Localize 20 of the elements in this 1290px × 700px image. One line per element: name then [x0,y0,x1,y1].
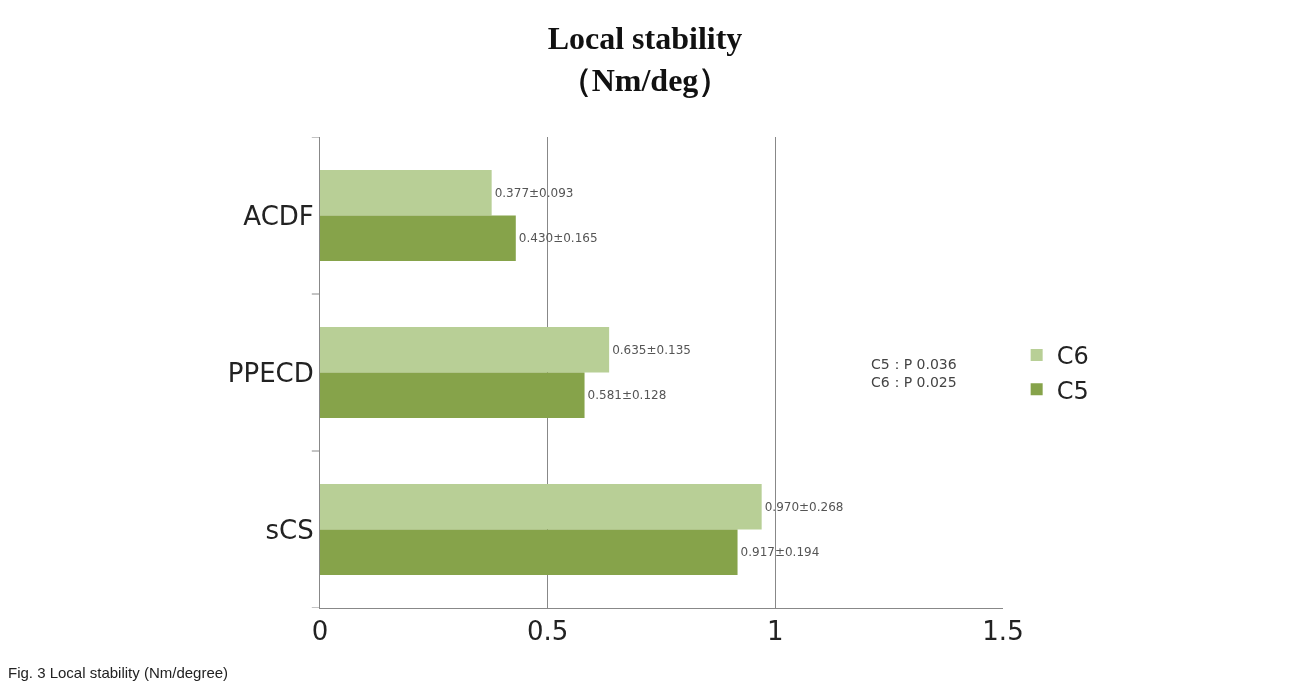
bar [320,169,492,216]
data-label: 0.635±0.135 [612,342,691,357]
y-tick-label: PPECD [227,357,314,388]
bar [320,483,762,530]
chart-title: Local stability （Nm/deg） [547,20,743,98]
bar [320,326,610,373]
x-tick-label: 0 [311,616,329,647]
x-tick-label: 0.5 [526,616,569,647]
annotation: C5：P 0.036 C6：P 0.025 [871,356,957,391]
y-tick-label: sCS [265,514,314,545]
bar [320,372,585,419]
bar [320,215,516,262]
x-tick-label: 1 [767,616,784,647]
caption: Fig. 3 Local stability (Nm/degree) [8,664,229,681]
legend-label: C5 [1056,376,1089,405]
data-label: 0.581±0.128 [587,388,667,403]
x-tick-label: 1.5 [982,616,1024,647]
y-tick-label: ACDF [243,200,314,231]
bar [320,529,738,576]
legend-label: C6 [1056,342,1089,371]
